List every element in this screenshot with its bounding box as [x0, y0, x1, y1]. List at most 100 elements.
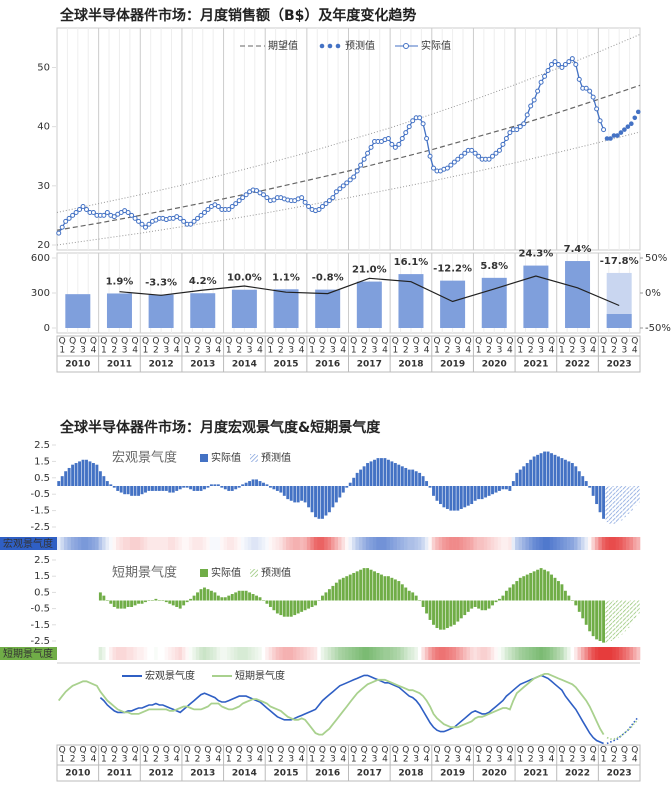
bar: [390, 577, 394, 601]
data-label: -12.2%: [433, 264, 472, 275]
quarter-prefix: Q: [173, 337, 180, 347]
bar: [556, 581, 560, 601]
bar: [168, 486, 172, 493]
actual-point: [139, 221, 145, 227]
bar: [65, 294, 91, 328]
bar: [241, 590, 245, 601]
heat-cell: [147, 647, 151, 660]
data-label: 10.0%: [227, 273, 262, 284]
bar: [550, 574, 553, 601]
heat-cell: [445, 537, 450, 550]
bar: [230, 594, 234, 601]
quarter-prefix: Q: [225, 337, 232, 347]
heat-cell: [268, 647, 273, 660]
heat-cell: [268, 537, 273, 550]
quarter-label: 1: [59, 346, 65, 356]
quarter-prefix: Q: [538, 337, 545, 347]
bar: [550, 453, 553, 486]
bar: [470, 486, 474, 505]
heat-cell: [227, 647, 231, 660]
bar: [178, 600, 182, 609]
heat-cell: [147, 537, 151, 550]
actual-point: [358, 162, 364, 168]
y-tick-label: 2.5: [34, 440, 50, 451]
bar: [484, 486, 488, 498]
actual-point: [493, 150, 499, 156]
heat-cell: [473, 537, 478, 550]
bar: [331, 585, 335, 601]
heat-cell: [626, 647, 630, 660]
y-tick-label: 30: [37, 181, 50, 192]
quarter-label: 3: [538, 346, 544, 356]
quarter-label: 1: [184, 346, 190, 356]
heat-cell: [608, 647, 613, 660]
quarter-label: 1: [434, 755, 440, 765]
year-label: 2023: [607, 769, 632, 779]
heat-cell: [133, 537, 138, 550]
quarter-prefix: Q: [236, 337, 243, 347]
bar: [206, 486, 210, 488]
quarter-prefix: Q: [381, 337, 388, 347]
quarter-prefix: Q: [631, 746, 638, 756]
heat-cell: [216, 537, 221, 550]
actual-point: [333, 189, 339, 195]
bar: [532, 571, 536, 601]
bar: [452, 600, 456, 625]
heat-cell: [376, 537, 381, 550]
quarter-label: 1: [476, 346, 482, 356]
bar: [380, 574, 383, 601]
heat-cell: [456, 537, 460, 550]
heat-cell: [549, 537, 554, 550]
heat-cell: [556, 537, 561, 550]
heat-cell: [244, 537, 249, 550]
data-label: 1.9%: [106, 276, 134, 287]
bar: [553, 454, 557, 486]
bar: [182, 486, 186, 488]
quarter-prefix: Q: [413, 337, 420, 347]
bar: [133, 600, 137, 606]
heat-cell: [317, 647, 322, 660]
bar: [373, 459, 376, 486]
bar: [203, 587, 206, 601]
bar: [98, 592, 102, 601]
heat-cell: [206, 537, 210, 550]
quarter-prefix: Q: [256, 337, 263, 347]
heat-cell: [70, 537, 75, 550]
heat-cell: [233, 537, 238, 550]
bar: [223, 597, 227, 601]
bar: [282, 486, 286, 496]
quarter-prefix: Q: [506, 746, 513, 756]
quarter-label: 1: [392, 346, 398, 356]
bar: [315, 289, 341, 328]
bar: [248, 481, 252, 486]
quarter-prefix: Q: [100, 337, 107, 347]
y-tick-label: 300: [31, 288, 50, 299]
heat-cell: [129, 647, 134, 660]
bar: [581, 476, 585, 486]
heat-cell: [327, 537, 332, 550]
quarter-prefix: Q: [392, 746, 399, 756]
heat-cell: [445, 647, 450, 660]
quarter-prefix: Q: [340, 746, 347, 756]
actual-point: [198, 212, 204, 218]
quarter-label: 3: [330, 346, 336, 356]
quarter-label: 4: [590, 346, 596, 356]
quarter-prefix: Q: [548, 337, 555, 347]
heat-cell: [463, 647, 467, 660]
heat-cell: [567, 537, 571, 550]
heat-cell: [483, 647, 488, 660]
quarter-prefix: Q: [69, 746, 76, 756]
quarter-prefix: Q: [361, 746, 368, 756]
bar: [400, 584, 404, 601]
quarter-label: 3: [538, 755, 544, 765]
bar: [497, 598, 501, 601]
bar: [109, 600, 113, 604]
data-label: 5.8%: [480, 261, 508, 272]
bar: [581, 600, 585, 619]
quarter-prefix: Q: [194, 746, 201, 756]
bar: [439, 486, 442, 505]
quarter-label: 3: [163, 755, 169, 765]
bar: [199, 486, 203, 491]
bar: [383, 576, 387, 601]
heat-cell: [133, 647, 138, 660]
